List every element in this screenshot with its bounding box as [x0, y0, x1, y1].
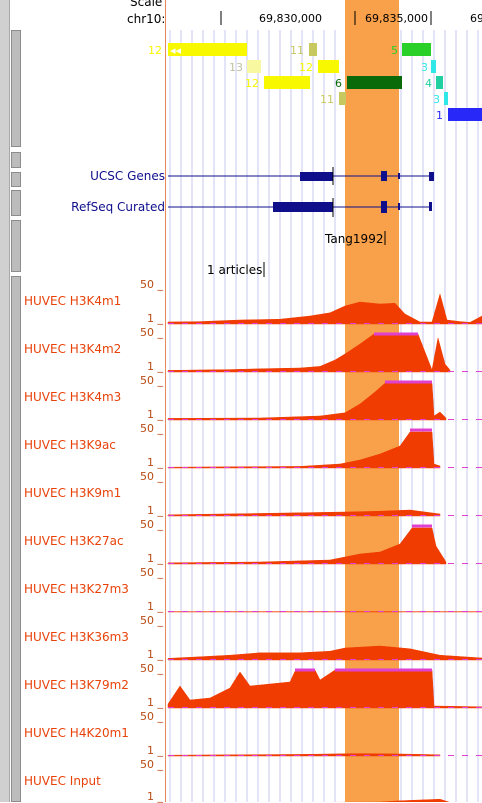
exon-tile-label: 13	[229, 61, 243, 74]
articles-track[interactable]: 1 articles	[207, 262, 264, 277]
exon-tile	[347, 76, 402, 89]
exon-tile	[448, 108, 482, 121]
exon-tile	[247, 60, 261, 73]
gene-exon	[398, 173, 400, 179]
gene-exon	[429, 172, 434, 181]
signal-area	[168, 432, 440, 468]
publication-label: Tang1992	[324, 232, 383, 246]
signal-area	[168, 754, 440, 756]
exon-tile	[318, 60, 339, 73]
gene-exon	[381, 171, 387, 181]
exon-tile-label: 11	[320, 93, 334, 106]
exon-tile	[339, 92, 346, 105]
exon-tile-label: 3	[433, 93, 440, 106]
exon-tile-label: 6	[335, 77, 342, 90]
gene-exon	[429, 202, 432, 211]
signal-area	[168, 670, 482, 708]
gene-exon	[273, 202, 333, 212]
histone-signal-tracks[interactable]	[168, 294, 482, 802]
signal-area	[168, 334, 450, 372]
exon-tile	[264, 76, 310, 89]
exon-tile-label: 1	[436, 109, 443, 122]
exon-tile	[436, 76, 443, 89]
exon-tile-label: 12	[299, 61, 313, 74]
ruler-position: 69,835,000	[365, 12, 428, 25]
signal-area	[168, 383, 446, 420]
gene-exon	[300, 172, 333, 181]
articles-label: 1 articles	[207, 263, 262, 277]
exon-tile-label: 12	[245, 77, 259, 90]
publication-track[interactable]: Tang1992	[324, 231, 385, 246]
exon-tile	[402, 43, 431, 56]
strand-arrows-icon: ◂◂	[170, 44, 182, 57]
gene-exon	[398, 203, 400, 210]
signal-area	[168, 646, 482, 660]
signal-area	[168, 510, 440, 516]
exon-tile-label: 3	[421, 61, 428, 74]
signal-area	[168, 294, 482, 324]
exon-tile-label: 12	[148, 44, 162, 57]
exon-tile	[431, 60, 436, 73]
ruler-position: 69,830,000	[259, 12, 322, 25]
signal-area	[168, 528, 446, 564]
exon-tile	[444, 92, 448, 105]
exon-tile-label: 4	[425, 77, 432, 90]
ruler-position: 69	[470, 12, 482, 25]
exon-tile-label: 5	[391, 44, 398, 57]
exon-tile	[309, 43, 317, 56]
exon-tile-label: 11	[290, 44, 304, 57]
gene-exon	[381, 201, 387, 213]
